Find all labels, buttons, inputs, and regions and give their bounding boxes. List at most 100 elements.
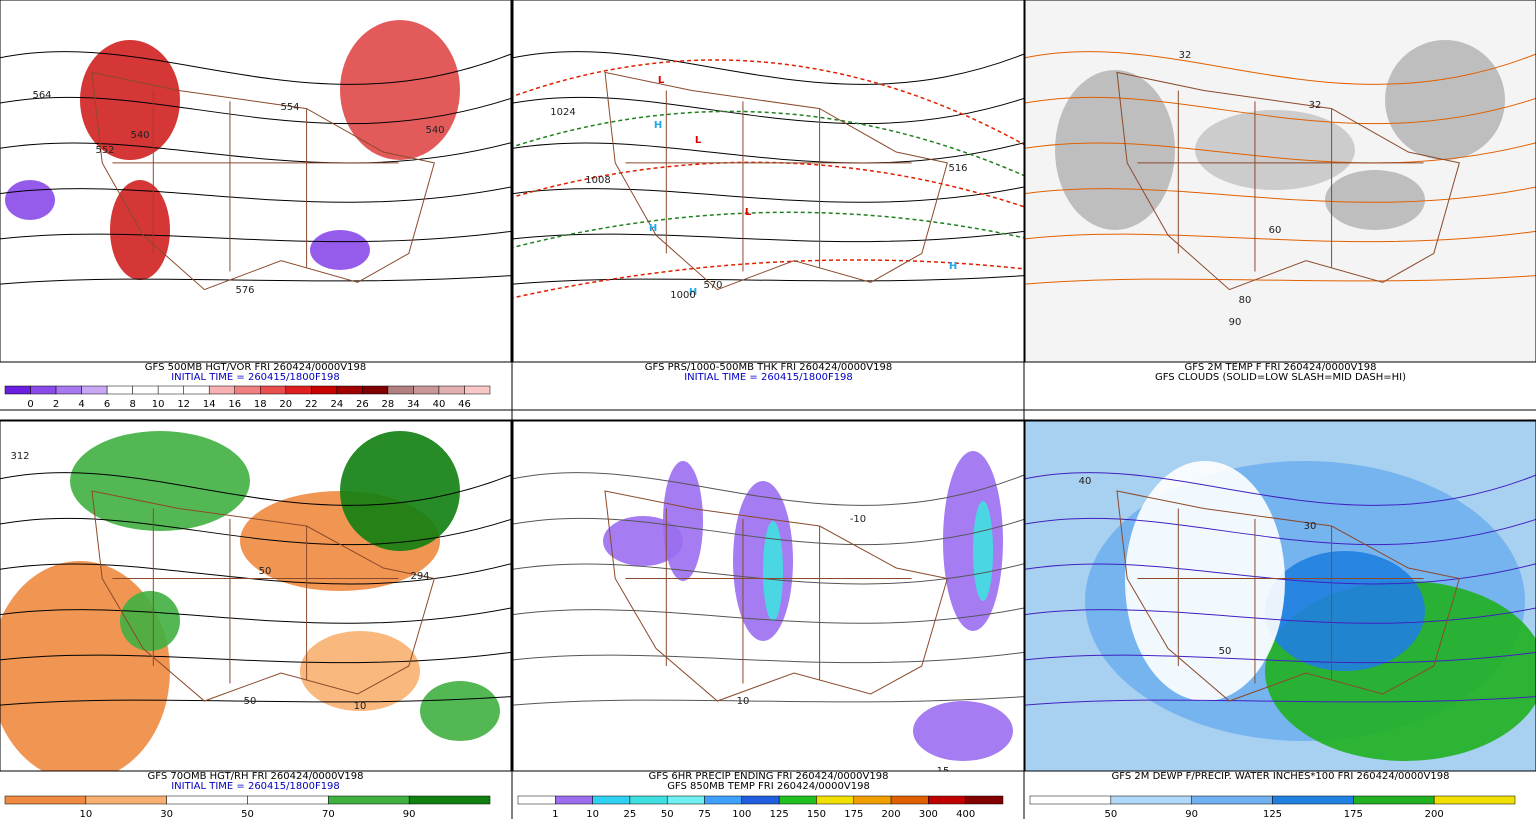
colorbar-swatch [311,385,338,395]
borders [604,71,948,291]
contour [0,517,511,546]
colorbar-swatch [1272,795,1354,805]
colorbar-label: 26 [356,399,369,410]
map-shading [913,701,1013,761]
colorbar-label: 1 [552,809,558,819]
map-shading [1055,70,1175,230]
map-shading [603,516,683,566]
colorbar-swatch [704,795,743,805]
colorbar-label: 200 [882,809,901,819]
colorbar-label: 150 [807,809,826,819]
map-label: 50 [259,566,272,577]
caption: GFS 6HR PRECIP ENDING FRI 260424/0000V19… [649,771,889,782]
thickness [513,211,1024,249]
map-label: 10 [354,701,367,712]
colorbar-swatch [741,795,780,805]
map-frame [1024,420,1536,772]
contour [513,651,1024,664]
colorbar-label: 300 [919,809,938,819]
colorbar-swatch [1353,795,1435,805]
map-label: 32 [1309,100,1322,111]
map-label: 60 [1269,225,1282,236]
colorbar-label: 90 [1185,809,1198,819]
colorbar-label: 175 [844,809,863,819]
panel: 564 540 552 554 576 540 GFS 500MB HGT/VOR FRI … [0,0,512,410]
map-shading [310,230,370,270]
colorbar-label: 70 [322,809,335,819]
caption: GFS 2M TEMP F FRI 260424/0000V198 [1185,362,1377,373]
map: 564 540 552 554 576 540 [0,0,511,362]
map-label: L [745,207,752,218]
contour [1025,472,1536,506]
map-label: 15 [937,766,950,777]
map-shading [1195,110,1355,190]
colorbar-label: 6 [104,399,110,410]
panel: -10 10 15 GFS 6HR PRECIP ENDING FRI 260424/… [512,420,1025,819]
borders [1116,71,1460,291]
map-label: 10 [737,696,750,707]
colorbar-swatch [517,795,556,805]
map-label: L [658,75,665,86]
colorbar-label: 34 [407,399,420,410]
colorbar-swatch [1029,795,1112,805]
colorbar-swatch [55,385,82,395]
contour [513,96,1024,125]
contour [1025,651,1536,664]
contour [1025,275,1536,285]
colorbar-label: 22 [305,399,318,410]
panel: 30 50 40 GFS 2M DEWP F/PRECIP. WATER INCHES… [1024,420,1536,819]
borders [604,490,948,702]
colorbar-swatch [132,385,159,395]
colorbar-swatch [260,385,287,395]
caption: GFS 70OMB HGT/RH FRI 260424/0000V198 [148,771,364,782]
colorbar-label: 28 [382,399,395,410]
colorbar-label: 46 [458,399,471,410]
contour [1025,563,1536,585]
colorbar-label: 20 [279,399,292,410]
thickness [513,259,1024,299]
colorbar-swatch [285,385,312,395]
caption: INITIAL TIME = 260415/1800F198 [171,781,340,792]
map-shading [420,681,500,741]
colorbar-swatch [965,795,1004,805]
colorbar-swatch [1191,795,1273,805]
colorbar-swatch [328,795,410,805]
colorbar-label: 30 [160,809,173,819]
colorbar-swatch [666,795,705,805]
contour [0,275,511,285]
borders [91,490,435,702]
map: 30 50 40 [1025,421,1536,771]
map-shading [300,631,420,711]
contour [513,607,1024,624]
map: 312 50 10 294 50 [0,421,511,771]
caption: GFS 500MB HGT/VOR FRI 260424/0000V198 [145,362,366,373]
colorbar-label: 50 [241,809,254,819]
caption: INITIAL TIME = 260415/1800F198 [684,372,853,383]
panel: 32 32 60 80 90 GFS 2M TEMP F FRI 260424/0000V… [1024,0,1536,383]
colorbar-label: 14 [203,399,216,410]
contour [0,230,511,243]
contour [0,607,511,624]
colorbar-label: 10 [79,809,92,819]
map-shading [763,521,783,621]
contour [0,696,511,706]
contour [1025,230,1536,243]
map-label: 540 [130,130,149,141]
thickness [513,110,1024,177]
map-label: 1000 [670,290,695,301]
colorbar-label: 10 [586,809,599,819]
colorbar-label: 50 [661,809,674,819]
map-shading [1385,40,1505,160]
contour [1025,186,1536,203]
map-shading [943,451,1003,631]
map-label: 90 [1229,317,1242,328]
map-label: 50 [1219,646,1232,657]
map-frame [1024,0,1536,363]
colorbar-label: 75 [698,809,711,819]
colorbar-swatch [157,385,184,395]
map-label: -10 [850,514,866,525]
colorbar-label: 4 [78,399,84,410]
colorbar-label: 40 [433,399,446,410]
map-shading [340,20,460,160]
map-label: L [695,135,702,146]
